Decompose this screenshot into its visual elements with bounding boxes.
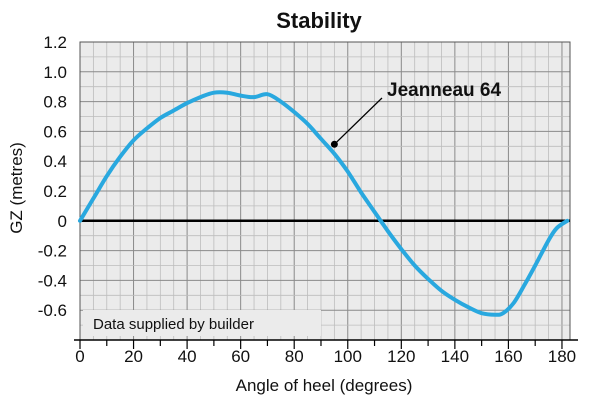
x-tick-label: 160 (494, 347, 522, 366)
x-axis-title: Angle of heel (degrees) (236, 376, 413, 395)
y-tick-label: -0.6 (38, 301, 67, 320)
series-label: Jeanneau 64 (387, 80, 501, 101)
y-tick-label: 0 (58, 212, 67, 231)
series-layer (78, 90, 570, 317)
y-tick-labels: 1.2 1.0 0.8 0.6 0.4 0.2 0 -0.2 -0.4 -0.6 (38, 33, 67, 320)
y-axis-title: GZ (metres) (7, 142, 26, 234)
x-tick-label: 120 (387, 347, 415, 366)
y-tick-label: -0.2 (38, 242, 67, 261)
label-leader-line (333, 97, 383, 145)
x-tick-label: 0 (75, 347, 84, 366)
chart-title: Stability (276, 8, 362, 33)
x-tick-label: 80 (285, 347, 304, 366)
y-tick-label: 0.8 (43, 93, 67, 112)
series-line-jeanneau-64 (78, 90, 570, 317)
x-tick-label: 100 (334, 347, 362, 366)
y-tick-label: 1.2 (43, 33, 67, 52)
y-tick-label: 0.6 (43, 122, 67, 141)
note-box (83, 310, 321, 336)
y-tick-label: -0.4 (38, 271, 67, 290)
gridlines (79, 41, 571, 341)
x-tick-label: 60 (231, 347, 250, 366)
x-tick-label: 180 (548, 347, 576, 366)
annotations: Jeanneau 64 Data supplied by builder (83, 80, 501, 336)
x-tick-label: 20 (124, 347, 143, 366)
y-tick-label: 1.0 (43, 63, 67, 82)
y-tick-label: 0.2 (43, 182, 67, 201)
x-tick-label: 140 (441, 347, 469, 366)
y-tick-label: 0.4 (43, 152, 67, 171)
x-tick-label: 40 (178, 347, 197, 366)
x-tick-labels: 0 20 40 60 80 100 120 140 160 180 (74, 339, 578, 366)
data-source-note: Data supplied by builder (93, 316, 254, 333)
